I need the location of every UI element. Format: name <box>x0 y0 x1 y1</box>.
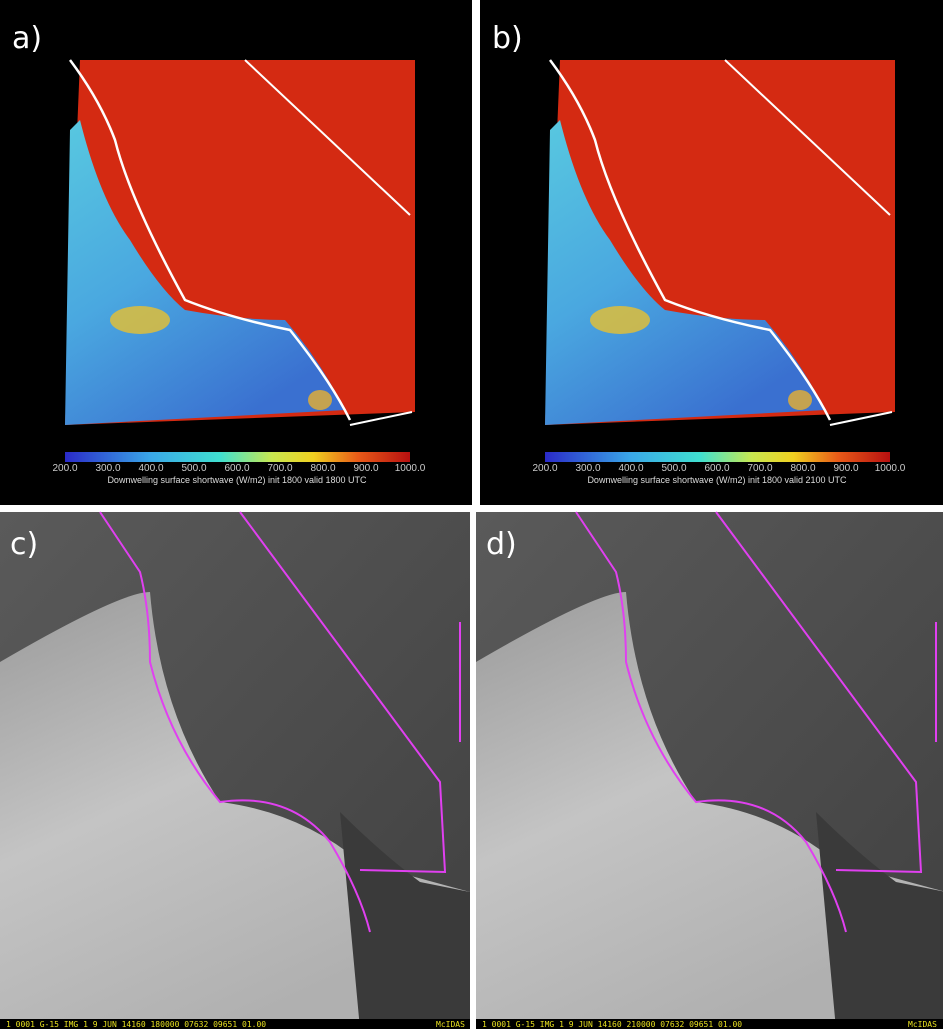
tick-label: 800.0 <box>310 463 335 474</box>
tick-label: 700.0 <box>267 463 292 474</box>
colorbar-title: Downwelling surface shortwave (W/m2) ini… <box>587 475 847 485</box>
map-b <box>480 0 943 505</box>
tick-label: 1000.0 <box>395 463 426 474</box>
tick-label: 400.0 <box>138 463 163 474</box>
panel-label: d) <box>486 527 517 562</box>
body: a) 200.0 300.0 400.0 500.0 600.0 700.0 8… <box>0 0 943 1029</box>
tick-label: 900.0 <box>833 463 858 474</box>
panel-b: b) 200.0 300.0 400.0 500.0 600.0 700.0 8… <box>480 0 943 505</box>
panel-label: b) <box>492 21 523 56</box>
image-credit: McIDAS <box>436 1020 465 1029</box>
image-credit: McIDAS <box>908 1020 937 1029</box>
panel-c: c) 1 0001 G-15 IMG 1 9 JUN 14160 180000 … <box>0 512 470 1029</box>
tick-label: 300.0 <box>95 463 120 474</box>
tick-label: 600.0 <box>704 463 729 474</box>
tick-label: 400.0 <box>618 463 643 474</box>
tick-label: 300.0 <box>575 463 600 474</box>
page: {"panels": [ {"label": "a)", "colorbar":… <box>0 0 943 1029</box>
colorbar-labels: 200.0 300.0 400.0 500.0 600.0 700.0 800.… <box>532 463 905 474</box>
tick-label: 500.0 <box>661 463 686 474</box>
tick-label: 500.0 <box>181 463 206 474</box>
tick-label: 200.0 <box>52 463 77 474</box>
panel-label: c) <box>10 527 38 562</box>
image-d <box>476 512 943 1029</box>
colorbar-title: Downwelling surface shortwave (W/m2) ini… <box>107 475 367 485</box>
tick-label: 900.0 <box>353 463 378 474</box>
map-a <box>0 0 472 505</box>
tick-label: 1000.0 <box>875 463 906 474</box>
image-footer: 1 0001 G-15 IMG 1 9 JUN 14160 210000 076… <box>482 1020 742 1029</box>
colorbar-labels: 200.0 300.0 400.0 500.0 600.0 700.0 800.… <box>52 463 425 474</box>
tick-label: 800.0 <box>790 463 815 474</box>
image-c <box>0 512 470 1029</box>
tick-label: 700.0 <box>747 463 772 474</box>
tick-label: 600.0 <box>224 463 249 474</box>
panel-a: a) 200.0 300.0 400.0 500.0 600.0 700.0 8… <box>0 0 472 505</box>
image-footer: 1 0001 G-15 IMG 1 9 JUN 14160 180000 076… <box>6 1020 266 1029</box>
tick-label: 200.0 <box>532 463 557 474</box>
figure: a) 200.0 300.0 400.0 500.0 600.0 700.0 8… <box>0 0 943 1029</box>
panel-label: a) <box>12 21 42 56</box>
panel-d: d) 1 0001 G-15 IMG 1 9 JUN 14160 210000 … <box>476 512 943 1029</box>
